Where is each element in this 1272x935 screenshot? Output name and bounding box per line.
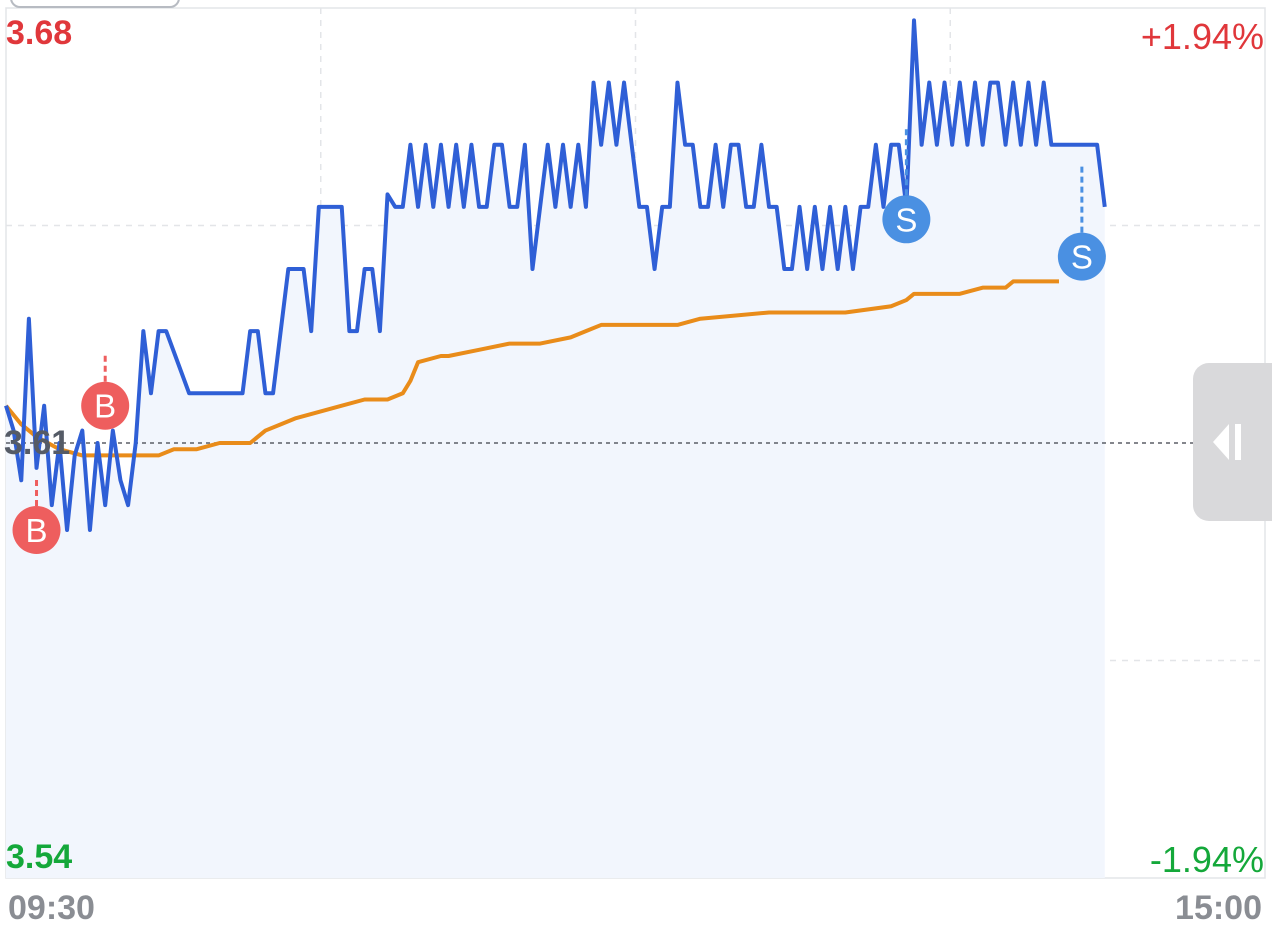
price-area-fill bbox=[6, 20, 1105, 878]
pct-max-label: +1.94% bbox=[1140, 16, 1264, 57]
buy-marker bbox=[12, 506, 61, 554]
price-line bbox=[4, 18, 1107, 532]
trade-marker-label: S bbox=[1071, 239, 1093, 276]
collapse-arrow-icon bbox=[1213, 424, 1241, 460]
trade-marker-label: S bbox=[895, 201, 917, 238]
trade-marker-label: B bbox=[26, 512, 48, 549]
average-line bbox=[4, 279, 1059, 458]
sell-marker bbox=[1057, 232, 1106, 281]
trade-marker-label: B bbox=[94, 388, 116, 425]
price-area bbox=[6, 20, 1105, 878]
price-series bbox=[4, 18, 1107, 532]
sell-marker bbox=[882, 195, 931, 244]
top-pill[interactable] bbox=[10, 0, 180, 8]
reference-price-label: 3.61 bbox=[4, 424, 71, 462]
y-axis-min-label: 3.54 bbox=[6, 838, 73, 876]
x-axis-end-label: 15:00 bbox=[1175, 889, 1262, 927]
collapse-panel-handle[interactable] bbox=[1193, 363, 1272, 521]
average-price-series bbox=[4, 279, 1059, 458]
x-axis-start-label: 09:30 bbox=[8, 889, 95, 927]
y-axis-max-label: 3.68 bbox=[6, 14, 73, 52]
pct-min-label: -1.94% bbox=[1149, 839, 1264, 880]
buy-marker bbox=[81, 381, 130, 430]
trade-markers: B B S S bbox=[12, 129, 1106, 554]
